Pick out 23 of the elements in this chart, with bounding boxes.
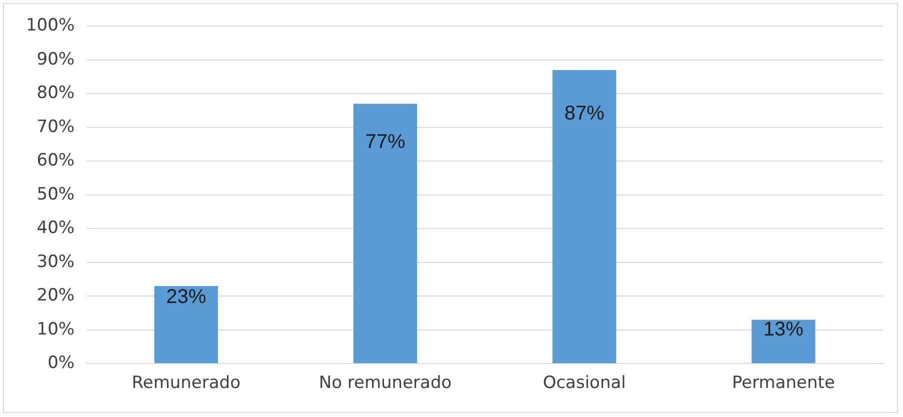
bar bbox=[552, 70, 616, 364]
bar bbox=[154, 286, 218, 364]
y-tick-label: 20% bbox=[36, 286, 75, 306]
y-tick-label: 40% bbox=[36, 218, 75, 238]
y-tick-label: 10% bbox=[36, 319, 75, 340]
x-tick-label: Permanente bbox=[732, 373, 835, 394]
y-tick-label: 60% bbox=[36, 150, 75, 171]
bar bbox=[353, 104, 418, 364]
data-label: 23% bbox=[166, 286, 206, 308]
y-tick-label: 90% bbox=[36, 49, 75, 70]
y-tick-label: 80% bbox=[36, 83, 75, 104]
x-tick-label: No remunerado bbox=[318, 373, 452, 394]
data-label: 87% bbox=[564, 102, 605, 125]
data-label: 77% bbox=[365, 131, 406, 154]
y-tick-label: 70% bbox=[36, 116, 75, 137]
y-tick-label: 50% bbox=[36, 184, 75, 204]
x-tick-label: Remunerado bbox=[132, 373, 240, 394]
y-tick-label: 100% bbox=[26, 16, 75, 36]
bar bbox=[752, 320, 816, 364]
y-tick-label: 30% bbox=[36, 252, 75, 272]
y-tick-label: 0% bbox=[48, 353, 75, 374]
data-label: 13% bbox=[763, 318, 804, 340]
x-tick-label: Ocasional bbox=[542, 373, 626, 394]
